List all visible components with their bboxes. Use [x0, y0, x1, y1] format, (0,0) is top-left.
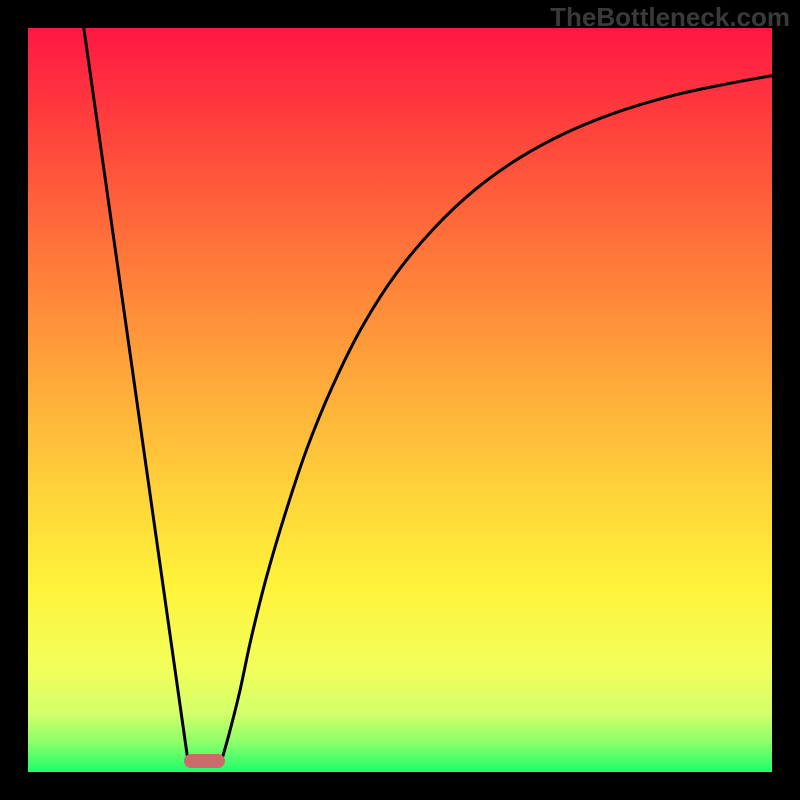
watermark-label: TheBottleneck.com [550, 2, 790, 33]
curve-layer [28, 28, 772, 772]
chart-container: TheBottleneck.com [0, 0, 800, 800]
frame-border-left [0, 0, 28, 800]
right-ascending-curve [221, 76, 772, 761]
bottleneck-marker [184, 754, 225, 767]
plot-area [28, 28, 772, 772]
left-descending-line [84, 28, 188, 761]
frame-border-bottom [0, 772, 800, 800]
frame-border-right [772, 0, 800, 800]
